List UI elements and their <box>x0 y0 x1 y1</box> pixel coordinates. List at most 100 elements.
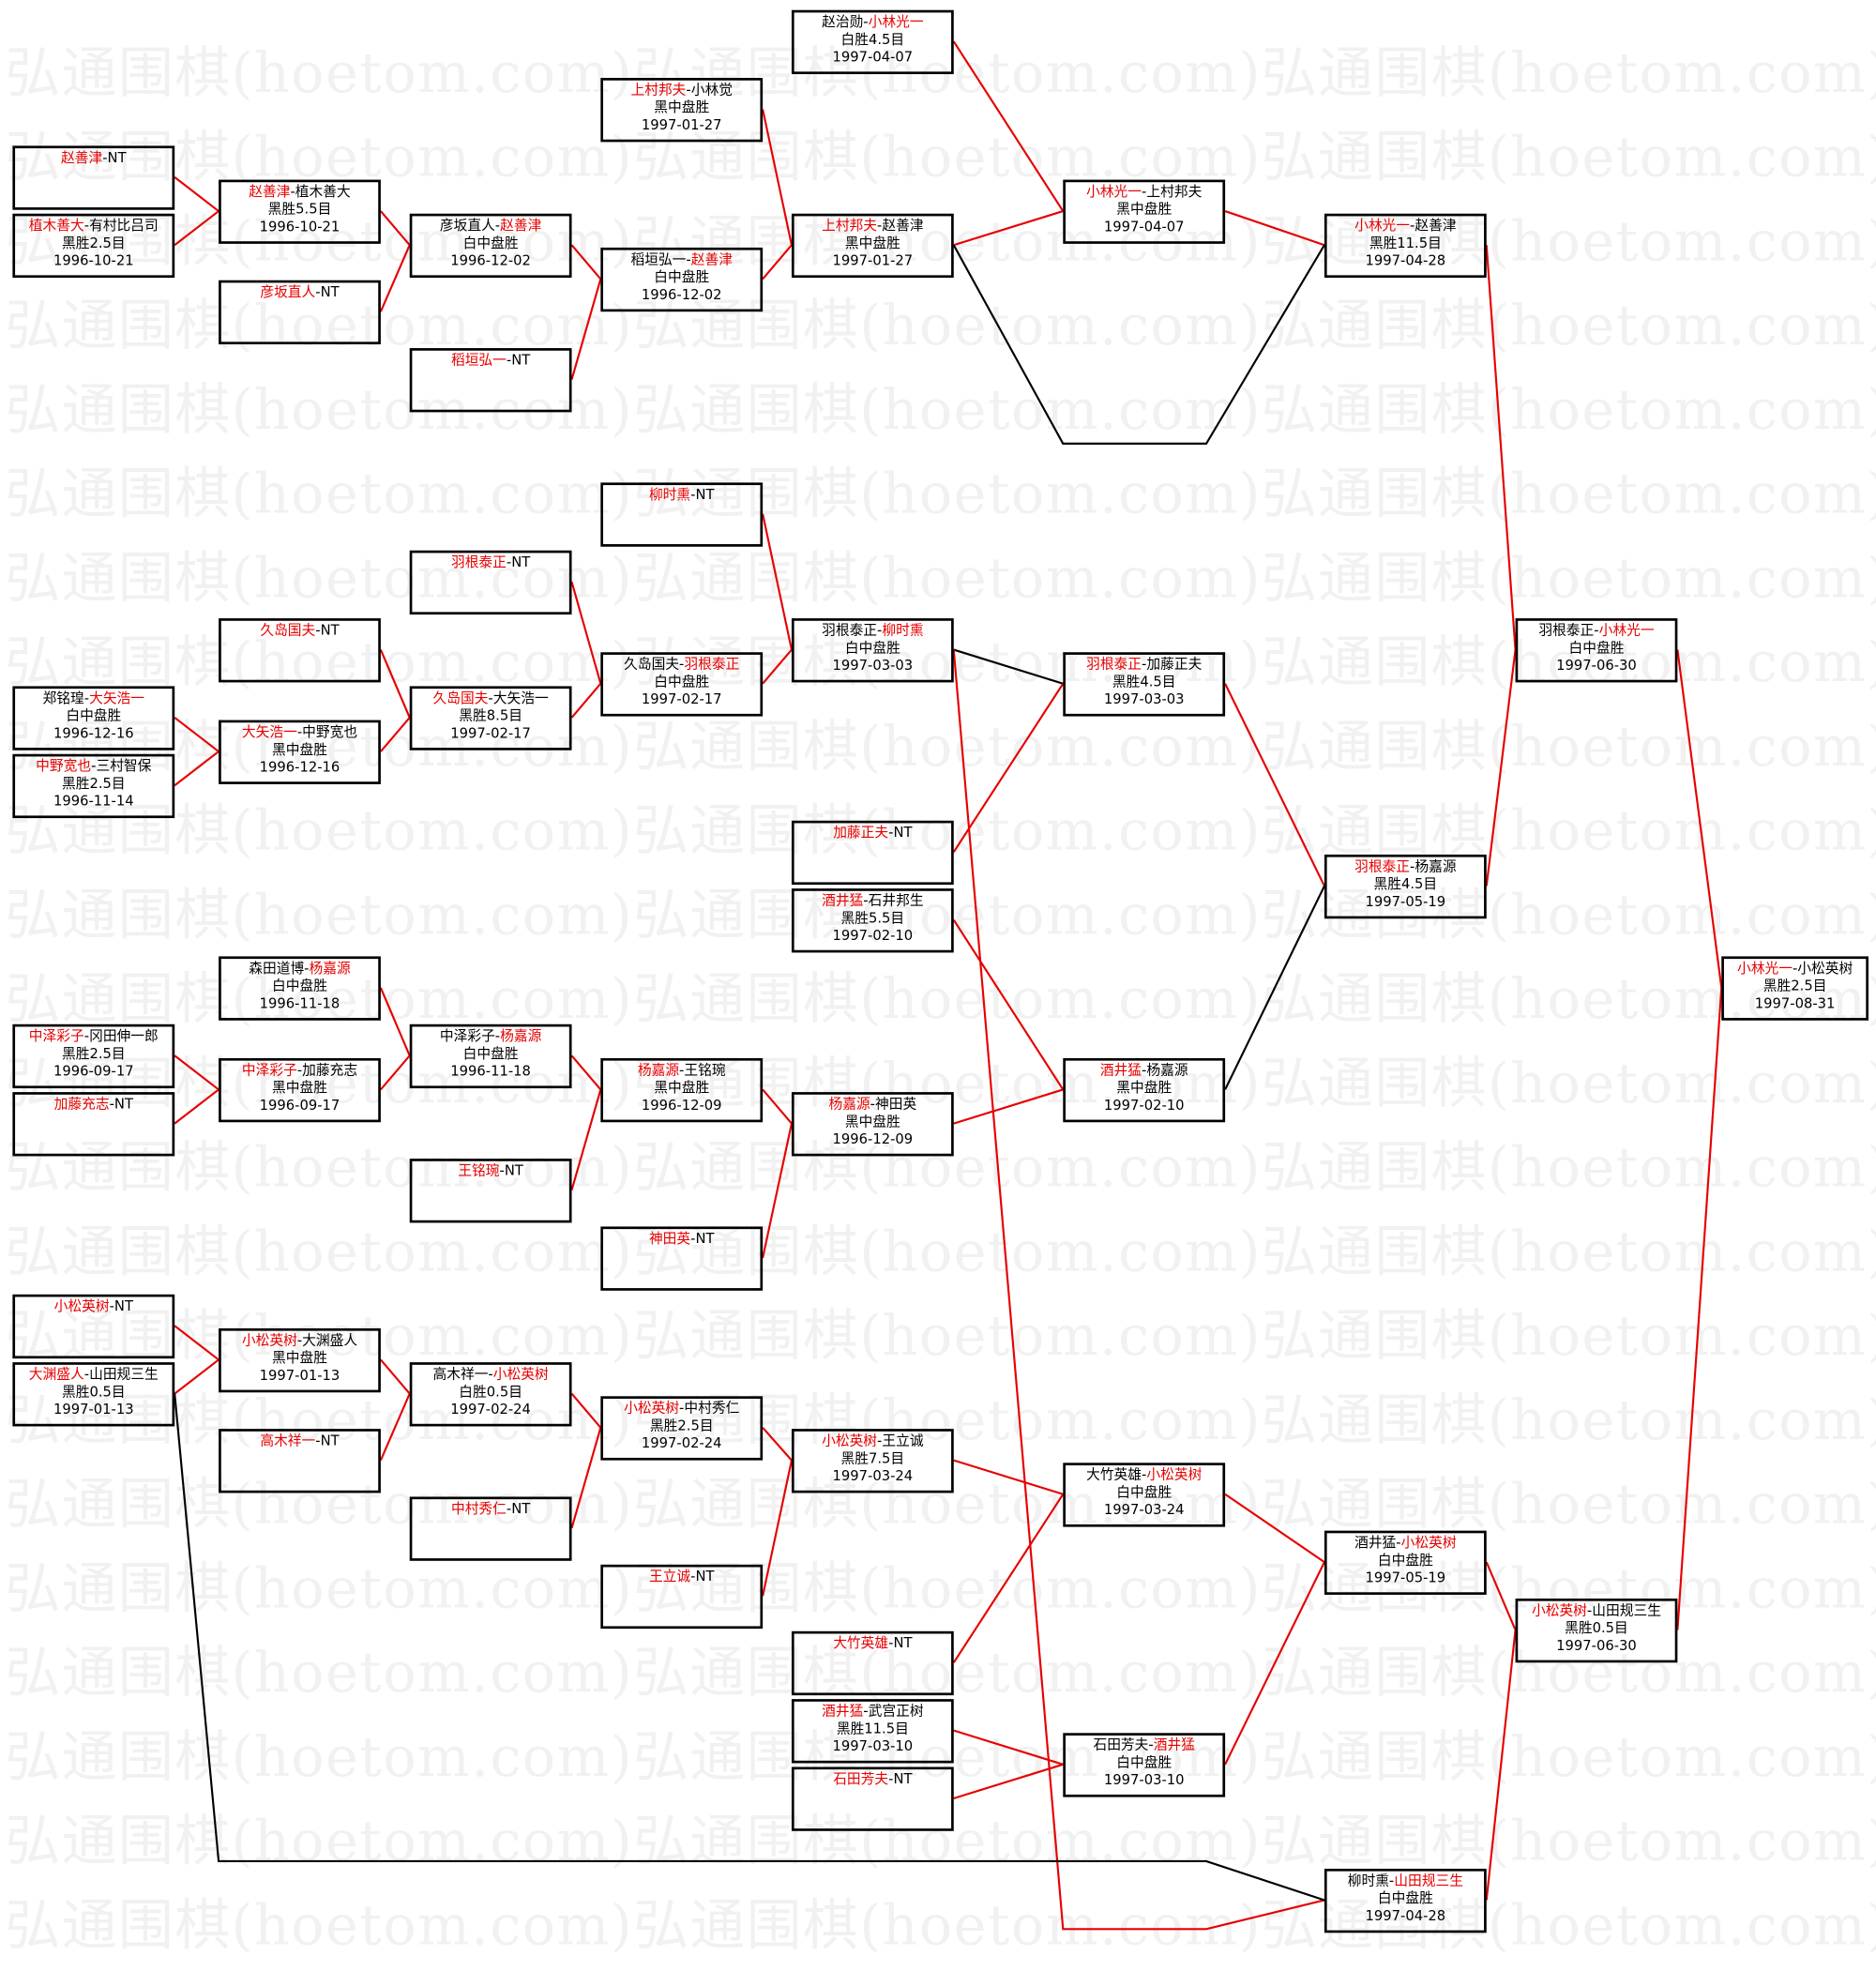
match-date: 1996-12-02 <box>450 252 531 269</box>
winner-connector-line <box>1485 1561 1517 1630</box>
watermark-text: 弘通围棋(hoetom.com) <box>633 1304 1262 1369</box>
match-result: 黑胜11.5目 <box>836 1720 909 1737</box>
watermark-text: 弘通围棋(hoetom.com) <box>1261 1641 1876 1706</box>
match-result: 白中盘胜 <box>1568 639 1625 657</box>
white-player: NT <box>107 149 127 166</box>
watermark-row: 弘通围棋(hoetom.com)弘通围棋(hoetom.com)弘通围棋(hoe… <box>5 1375 1876 1456</box>
match-players: 小林光一-上村邦夫 <box>1066 184 1222 202</box>
watermark-row: 弘通围棋(hoetom.com)弘通围棋(hoetom.com)弘通围棋(hoe… <box>5 280 1876 361</box>
match-box: 赵善津-植木善大 黑胜5.5目 1996-10-21 <box>219 179 381 244</box>
match-box: 高木祥一-小松英树 白胜0.5目 1997-02-24 <box>409 1362 572 1427</box>
winner-connector-line <box>1676 649 1723 989</box>
white-player: 杨嘉源 <box>500 1027 542 1045</box>
watermark-text: 弘通围棋(hoetom.com) <box>633 1893 1262 1959</box>
match-box: 小松英树-山田规三生 黑胜0.5目 1997-06-30 <box>1515 1598 1678 1663</box>
black-player: 大渊盛人 <box>28 1366 84 1383</box>
match-box: 赵治勋-小林光一 白胜4.5目 1997-04-07 <box>791 9 954 75</box>
watermark-text: 弘通围棋(hoetom.com) <box>633 378 1262 443</box>
match-result: 黑胜5.5目 <box>840 909 905 927</box>
match-players: 小林光一-小松英树 <box>1724 960 1866 978</box>
match-box: 酒井猛-杨嘉源 黑中盘胜 1997-02-10 <box>1063 1057 1226 1123</box>
match-box: 中泽彩子-加藤充志 黑中盘胜 1996-09-17 <box>219 1057 381 1123</box>
match-date: 1997-04-07 <box>1103 219 1185 235</box>
watermark-text: 弘通围棋(hoetom.com) <box>5 41 634 106</box>
match-players: 植木善大-有村比吕司 <box>15 218 172 235</box>
watermark-row: 弘通围棋(hoetom.com)弘通围棋(hoetom.com)弘通围棋(hoe… <box>5 785 1876 866</box>
white-player: 植木善大 <box>295 183 351 200</box>
separator: - <box>506 1500 512 1517</box>
match-players: 大竹英雄-小松英树 <box>1066 1466 1222 1484</box>
black-player: 赵善津 <box>61 149 103 166</box>
bye-box: 加藤正夫-NT <box>791 820 954 886</box>
separator: - <box>1148 1736 1154 1753</box>
black-player: 羽根泰正 <box>822 622 878 639</box>
watermark-text: 弘通围棋(hoetom.com) <box>633 967 1262 1032</box>
match-date: 1996-10-21 <box>259 219 340 235</box>
match-players: 杨嘉源-王铭琬 <box>603 1062 760 1080</box>
watermark-text: 弘通围棋(hoetom.com) <box>5 1220 634 1285</box>
watermark-text: 弘通围棋(hoetom.com) <box>633 1052 1262 1116</box>
match-result: 白中盘胜 <box>272 978 327 994</box>
white-player: 小林觉 <box>690 82 733 99</box>
separator: - <box>1142 1061 1147 1079</box>
white-player: NT <box>893 1634 913 1652</box>
watermark-text: 弘通围棋(hoetom.com) <box>5 1052 634 1116</box>
watermark-text: 弘通围棋(hoetom.com) <box>1261 1304 1876 1369</box>
match-result: 黑胜2.5目 <box>1763 978 1827 994</box>
winner-connector-line <box>174 1358 219 1395</box>
match-date: 1997-01-13 <box>53 1401 134 1418</box>
white-player: 小林光一 <box>868 13 924 31</box>
watermark-text: 弘通围棋(hoetom.com) <box>5 125 634 190</box>
match-players: 上村邦夫-小林觉 <box>603 82 760 99</box>
match-result: 黑胜2.5目 <box>61 235 126 251</box>
separator: - <box>296 723 303 741</box>
separator: - <box>863 1703 869 1720</box>
match-result: 白中盘胜 <box>1116 1754 1172 1771</box>
match-players: 石田芳夫-NT <box>794 1770 951 1788</box>
match-box: 小林光一-上村邦夫 黑中盘胜 1997-04-07 <box>1063 179 1226 244</box>
separator: - <box>679 1400 685 1417</box>
match-result: 黑胜0.5目 <box>1565 1619 1628 1637</box>
match-box: 小林光一-赵善津 黑胜11.5目 1997-04-28 <box>1324 213 1487 279</box>
winner-connector-line <box>379 244 411 312</box>
winner-connector-line <box>379 1393 411 1462</box>
separator: - <box>1410 217 1415 235</box>
watermark-row: 弘通围棋(hoetom.com)弘通围棋(hoetom.com)弘通围棋(hoe… <box>5 1206 1876 1287</box>
match-players: 羽根泰正-加藤正夫 <box>1066 656 1222 674</box>
winner-connector-line <box>174 210 219 247</box>
match-players: 羽根泰正-柳时熏 <box>794 622 951 640</box>
white-player: 小松英树 <box>1797 960 1853 977</box>
match-players: 中野宽也-三村智保 <box>15 758 172 776</box>
separator: - <box>290 183 295 200</box>
match-date: 1997-05-19 <box>1365 1569 1446 1586</box>
watermark-text: 弘通围棋(hoetom.com) <box>5 1810 634 1874</box>
watermark-row: 弘通围棋(hoetom.com)弘通围棋(hoetom.com)弘通围棋(hoe… <box>5 196 1876 277</box>
white-player: 小松英树 <box>492 1366 549 1383</box>
winner-connector-line <box>1485 649 1517 887</box>
black-player: 酒井猛 <box>822 1703 864 1720</box>
watermark-text: 弘通围棋(hoetom.com) <box>5 798 634 864</box>
watermark-row: 弘通围棋(hoetom.com)弘通围棋(hoetom.com)弘通围棋(hoe… <box>5 1796 1876 1876</box>
watermark-text: 弘通围棋(hoetom.com) <box>5 462 634 527</box>
watermark-text: 弘通围棋(hoetom.com) <box>1261 1135 1876 1201</box>
winner-connector-line <box>952 40 1065 212</box>
match-result: 黑胜4.5目 <box>1112 674 1176 690</box>
match-result: 黑中盘胜 <box>272 741 327 758</box>
watermark-text: 弘通围棋(hoetom.com) <box>633 1556 1262 1622</box>
watermark-text: 弘通围棋(hoetom.com) <box>1261 630 1876 695</box>
match-players: 赵善津-NT <box>15 149 172 167</box>
winner-connector-line <box>1676 987 1723 1630</box>
match-players: 酒井猛-石井邦生 <box>794 892 951 910</box>
watermark-text: 弘通围棋(hoetom.com) <box>5 1556 634 1622</box>
white-player: 酒井猛 <box>1153 1736 1195 1753</box>
black-player: 加藤正夫 <box>833 824 889 841</box>
match-box: 羽根泰正-柳时熏 白中盘胜 1997-03-03 <box>791 618 954 683</box>
white-player: 杨嘉源 <box>309 960 351 977</box>
black-player: 中泽彩子 <box>241 1061 297 1079</box>
match-players: 中村秀仁-NT <box>412 1500 568 1518</box>
black-player: 酒井猛 <box>1099 1061 1142 1079</box>
bye-box: 王立诚-NT <box>600 1564 764 1630</box>
match-date: 1997-03-10 <box>832 1737 914 1755</box>
match-date: 1996-12-09 <box>641 1097 722 1114</box>
winner-connector-line <box>570 1427 602 1529</box>
